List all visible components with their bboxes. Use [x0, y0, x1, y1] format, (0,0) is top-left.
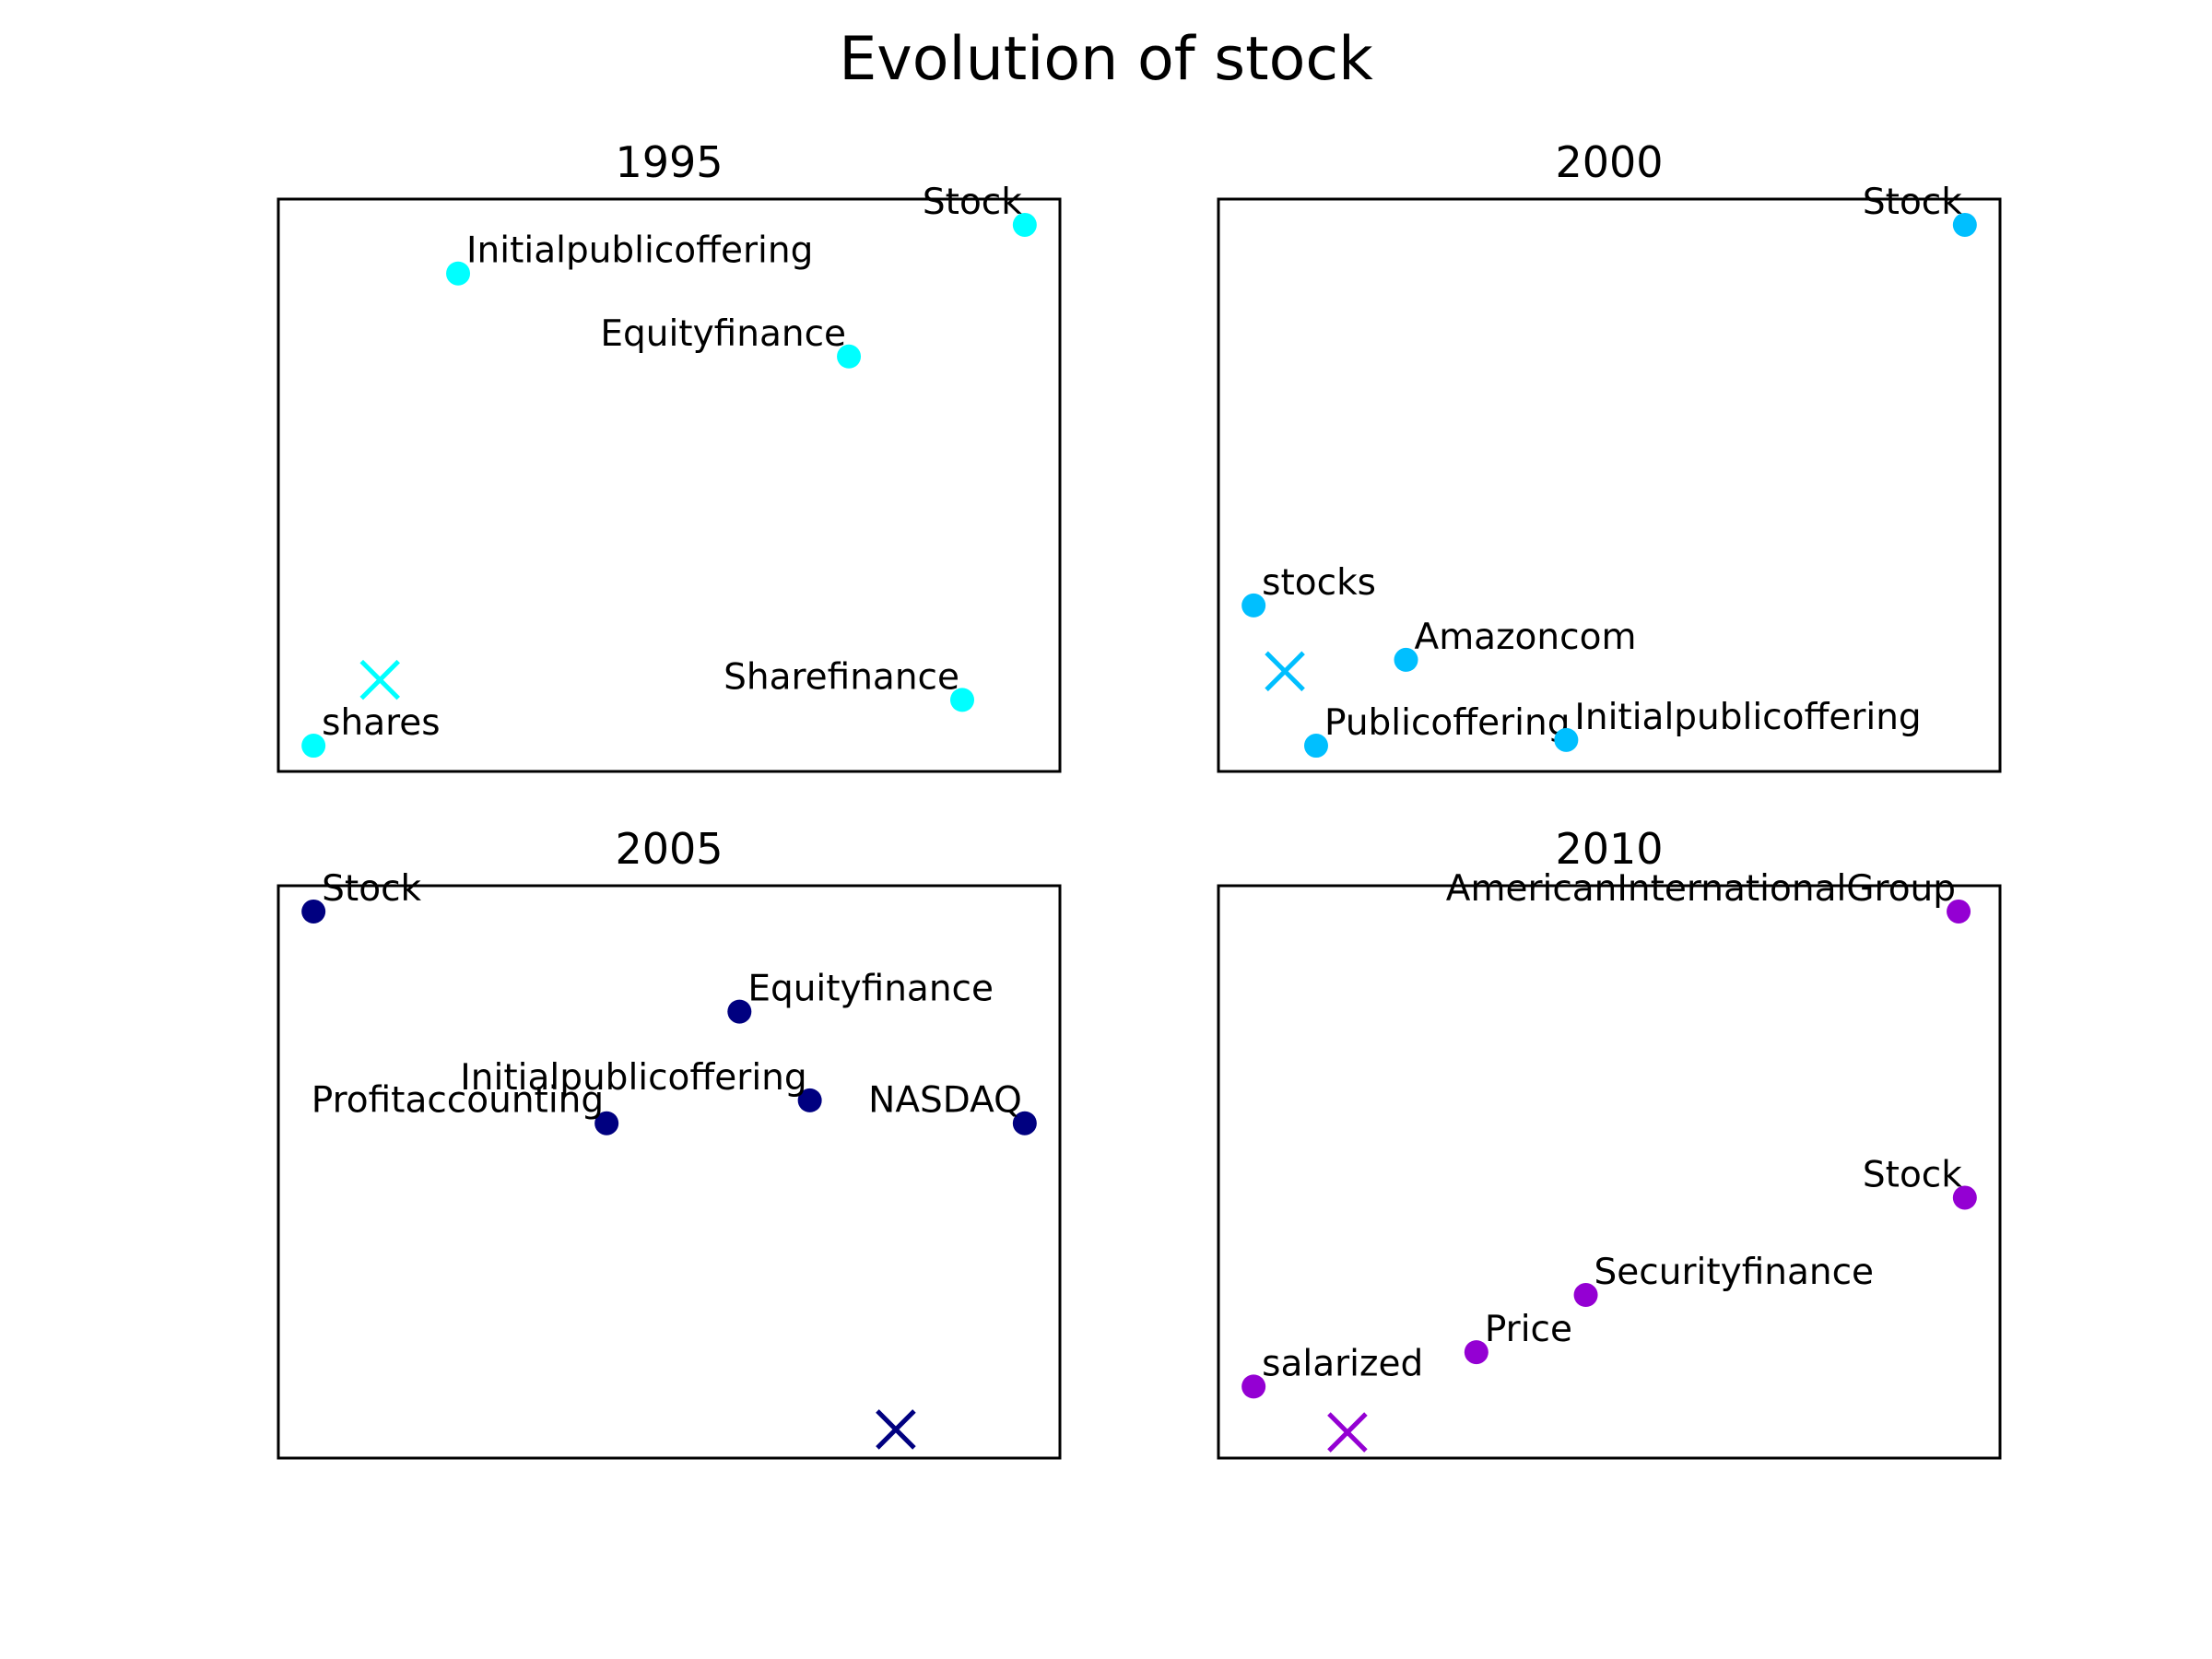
point-label: Stock [322, 868, 421, 910]
data-point [1464, 1340, 1488, 1365]
figure-title: Evolution of stock [839, 25, 1373, 94]
point-label: shares [322, 702, 440, 744]
data-point [727, 999, 752, 1024]
point-label: Stock [923, 182, 1022, 223]
subplot-2005: 2005 Stock Equityfinance Initialpublicoffer… [276, 824, 1062, 1460]
data-point [1012, 212, 1037, 237]
point-label: stocks [1262, 562, 1376, 604]
data-point [950, 688, 974, 712]
target-x-marker [1327, 1412, 1368, 1453]
point-label: Stock [1863, 1154, 1962, 1195]
point-label: Sharefinance [724, 656, 959, 698]
data-point [837, 344, 862, 369]
data-point [594, 1111, 619, 1135]
data-point [1554, 727, 1579, 752]
target-x-marker [1265, 651, 1305, 692]
data-point [1947, 899, 1971, 924]
data-point [1952, 212, 1977, 237]
data-point [1241, 593, 1266, 618]
plot-frame [276, 197, 1062, 773]
data-point [1241, 1374, 1266, 1399]
point-label: Initialpublicoffering [460, 1057, 806, 1099]
point-label: Equityfinance [747, 969, 994, 1010]
target-x-marker [359, 659, 401, 700]
subplot-title: 2005 [615, 824, 723, 874]
subplot-title: 2010 [1555, 824, 1663, 874]
point-label: Securityfinance [1594, 1252, 1875, 1293]
data-point [1304, 734, 1328, 759]
point-label: NASDAQ [868, 1080, 1022, 1122]
subplot-2000: 2000 Stock stocks Amazoncom Publicoffering In… [1217, 137, 2002, 773]
point-label: Price [1485, 1309, 1572, 1350]
data-point [1573, 1283, 1598, 1308]
data-point [1012, 1111, 1037, 1135]
data-point [1952, 1185, 1977, 1210]
point-label: Profitaccounting [312, 1080, 604, 1122]
subplot-1995: 1995 Initialpublicoffering Stock Equityfina… [276, 137, 1062, 773]
point-label: Initialpublicoffering [1574, 697, 1921, 738]
data-point [301, 734, 326, 759]
data-point [1394, 647, 1418, 672]
point-label: Initialpublicoffering [466, 230, 813, 272]
plot-frame [1217, 884, 2002, 1460]
subplot-grid: 1995 Initialpublicoffering Stock Equityfina… [276, 137, 2002, 1460]
point-label: Equityfinance [600, 313, 846, 355]
point-label: Amazoncom [1415, 617, 1637, 658]
data-point [301, 899, 326, 924]
data-point [446, 261, 471, 286]
point-label: Publicoffering [1324, 702, 1571, 744]
subplot-title: 2000 [1555, 137, 1663, 187]
target-x-marker [876, 1409, 916, 1450]
point-label: Stock [1863, 182, 1962, 223]
plot-frame [1217, 197, 2002, 773]
data-point [797, 1088, 822, 1112]
plot-frame [276, 884, 1062, 1460]
subplot-title: 1995 [615, 137, 723, 187]
point-label: salarized [1262, 1343, 1423, 1384]
point-label: AmericanInternationalGroup [1446, 868, 1956, 910]
